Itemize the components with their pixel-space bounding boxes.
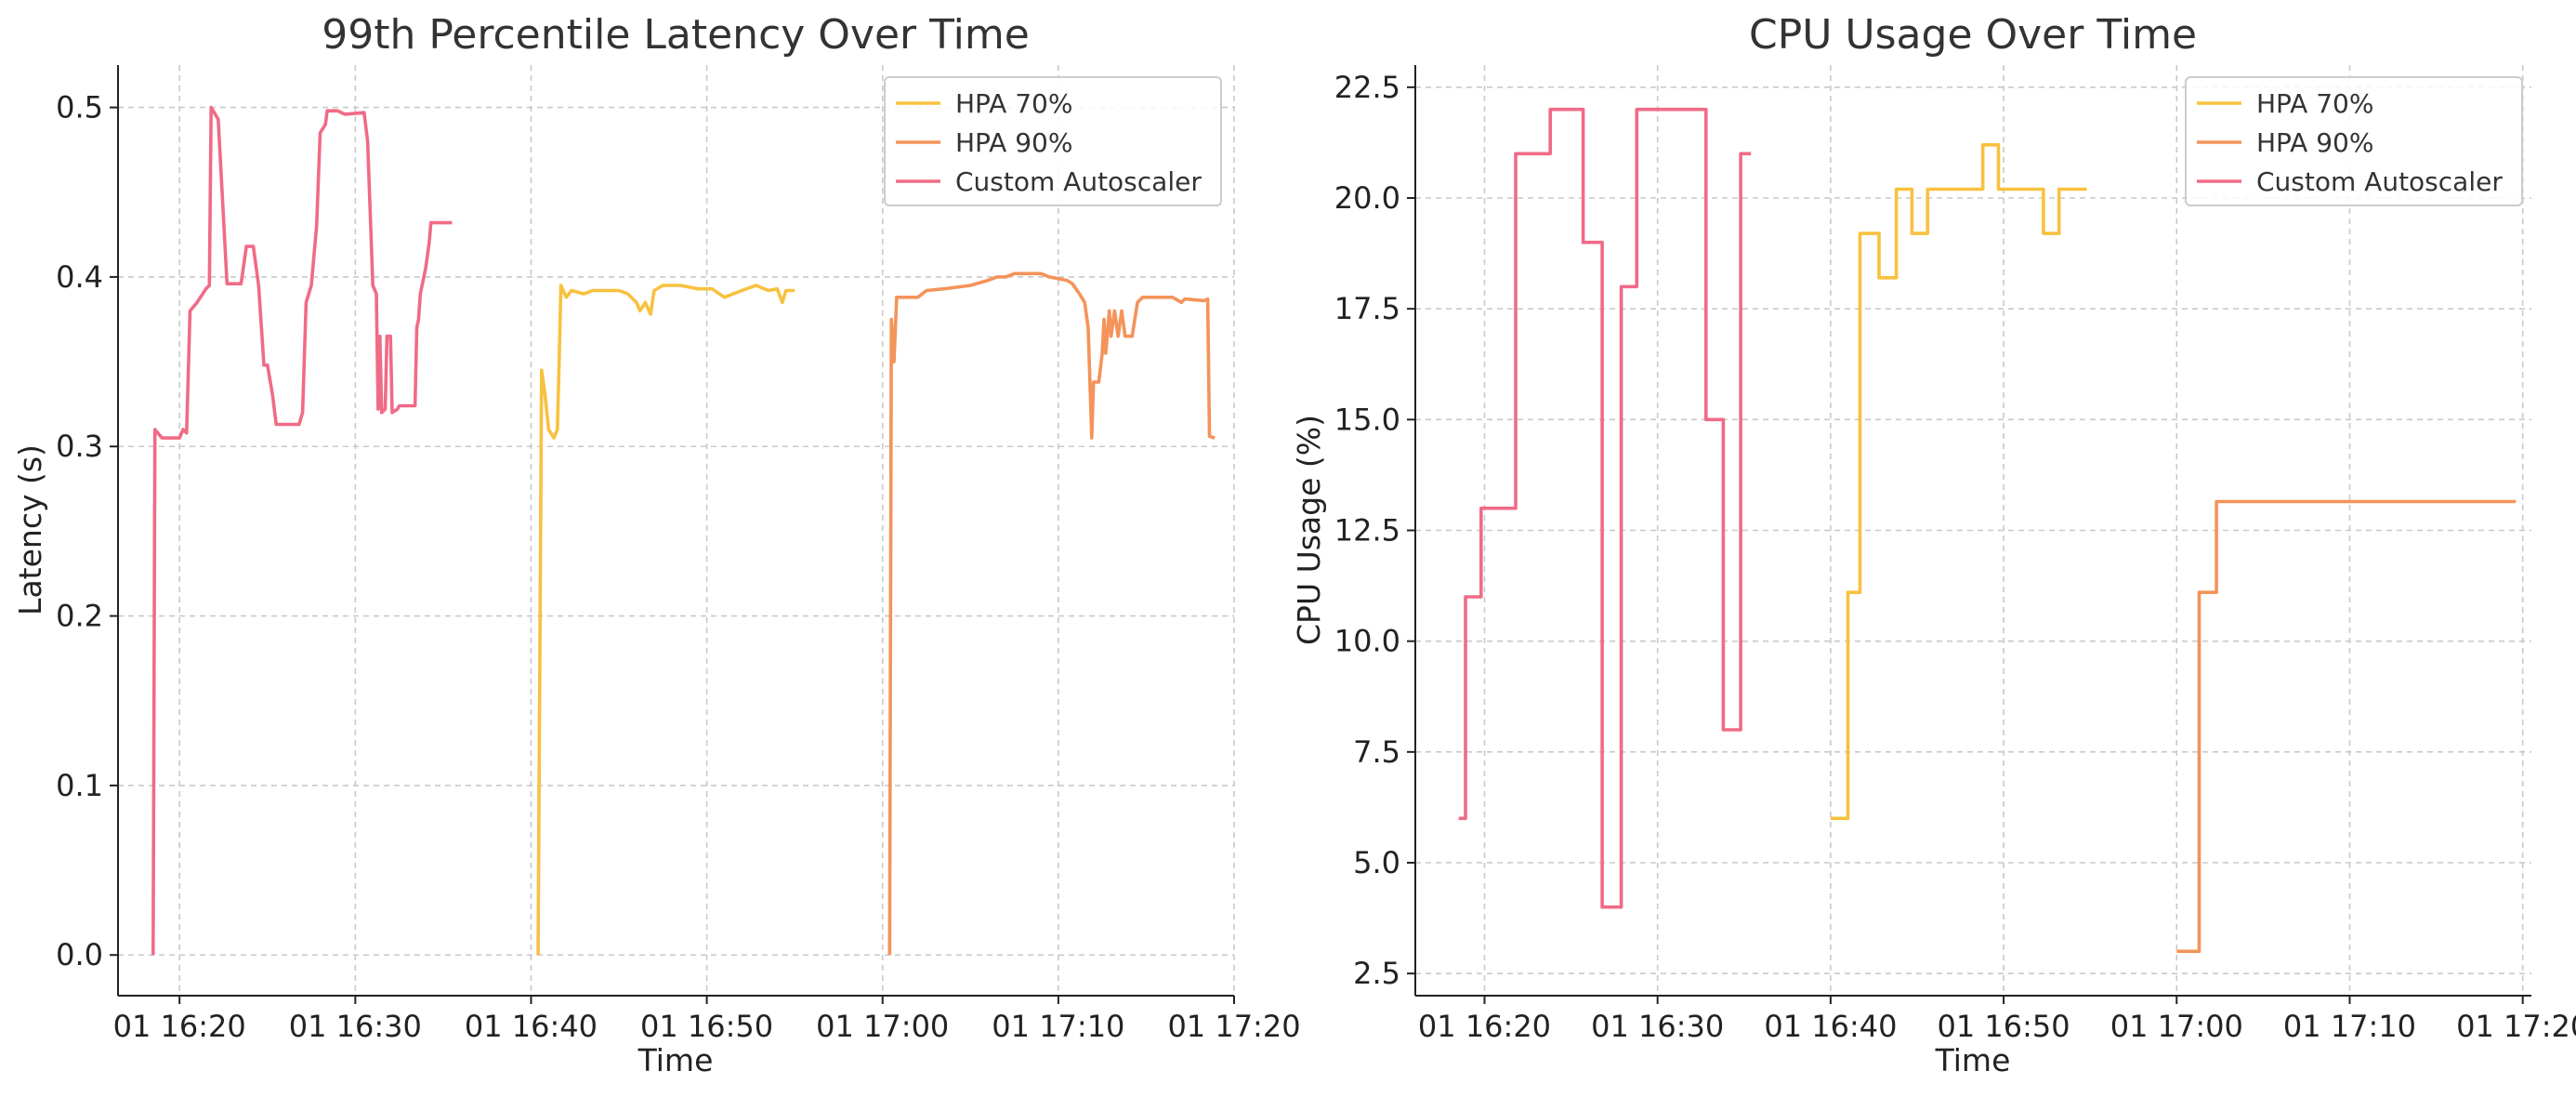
cpu-x-tick-label: 01 16:40 — [1764, 1009, 1897, 1044]
latency-legend-label: Custom Autoscaler — [955, 166, 1202, 197]
latency-legend: HPA 70% HPA 90% Custom Autoscaler — [884, 76, 1222, 206]
cpu-legend-label: Custom Autoscaler — [2256, 166, 2503, 197]
cpu-x-tick-label: 01 16:20 — [1418, 1009, 1551, 1044]
latency-y-tick-label: 0.3 — [56, 429, 103, 464]
latency-y-tick-label: 0.1 — [56, 768, 103, 803]
latency-y-tick-label: 0.0 — [56, 937, 103, 972]
latency-x-tick-label: 01 16:50 — [640, 1009, 773, 1044]
cpu-y-tick-label: 2.5 — [1353, 956, 1400, 991]
cpu-x-tick-label: 01 17:10 — [2283, 1009, 2416, 1044]
cpu-y-tick-label: 17.5 — [1334, 291, 1400, 326]
cpu-series-hpa-90 — [2176, 499, 2517, 954]
latency-legend-box — [884, 76, 1222, 206]
latency-x-tick-label: 01 17:00 — [816, 1009, 949, 1044]
latency-x-tick-label: 01 17:10 — [992, 1009, 1124, 1044]
cpu-x-tick-label: 01 17:00 — [2110, 1009, 2243, 1044]
cpu-x-axis-label: Time — [1935, 1042, 2011, 1078]
latency-x-tick-label: 01 16:20 — [113, 1009, 246, 1044]
latency-x-tick-label: 01 17:20 — [1167, 1009, 1300, 1044]
latency-y-tick-label: 0.2 — [56, 599, 103, 634]
cpu-y-tick-label: 10.0 — [1334, 624, 1400, 659]
cpu-legend-label: HPA 70% — [2256, 88, 2373, 119]
cpu-y-tick-label: 15.0 — [1334, 402, 1400, 437]
cpu-y-tick-label: 12.5 — [1334, 513, 1400, 548]
latency-x-tick-label: 01 16:30 — [289, 1009, 422, 1044]
latency-grid — [118, 65, 1235, 996]
cpu-legend-box — [2185, 76, 2523, 206]
cpu-x-tick-label: 01 17:20 — [2456, 1009, 2576, 1044]
cpu-chart-title: CPU Usage Over Time — [1749, 11, 2197, 59]
latency-y-tick-label: 0.4 — [56, 259, 103, 295]
latency-chart: 01 16:20 01 16:30 01 16:40 01 16:50 01 17:00… — [12, 11, 1301, 1078]
latency-series-custom-autoscaler — [151, 105, 453, 956]
cpu-series-lines — [1458, 107, 2517, 954]
cpu-legend-label: HPA 90% — [2256, 127, 2373, 158]
latency-legend-label: HPA 70% — [955, 88, 1072, 119]
latency-y-axis-label: Latency (s) — [12, 444, 48, 615]
latency-chart-title: 99th Percentile Latency Over Time — [322, 11, 1030, 59]
latency-legend-label: HPA 90% — [955, 127, 1072, 158]
cpu-y-axis-label: CPU Usage (%) — [1291, 415, 1327, 645]
latency-series-hpa-70 — [536, 284, 795, 956]
latency-series-lines — [151, 105, 1216, 956]
latency-series-hpa-90 — [887, 271, 1216, 956]
cpu-y-tick-label: 5.0 — [1353, 845, 1400, 880]
cpu-series-custom-autoscaler — [1458, 107, 1752, 909]
cpu-y-tick-label: 7.5 — [1353, 734, 1400, 770]
cpu-chart: 01 16:20 01 16:30 01 16:40 01 16:50 01 17:00… — [1291, 11, 2576, 1078]
cpu-y-tick-label: 22.5 — [1334, 70, 1400, 105]
latency-y-tick-label: 0.5 — [56, 90, 103, 126]
latency-x-tick-label: 01 16:40 — [465, 1009, 598, 1044]
latency-x-axis-label: Time — [637, 1042, 714, 1078]
cpu-ticks: 01 16:20 01 16:30 01 16:40 01 16:50 01 17:00… — [1334, 70, 2576, 1044]
cpu-x-tick-label: 01 16:30 — [1591, 1009, 1724, 1044]
latency-ticks: 01 16:20 01 16:30 01 16:40 01 16:50 01 17:00… — [56, 90, 1300, 1044]
cpu-y-tick-label: 20.0 — [1334, 180, 1400, 216]
cpu-series-hpa-70 — [1830, 143, 2087, 821]
cpu-legend: HPA 70% HPA 90% Custom Autoscaler — [2185, 76, 2523, 206]
cpu-x-tick-label: 01 16:50 — [1938, 1009, 2070, 1044]
